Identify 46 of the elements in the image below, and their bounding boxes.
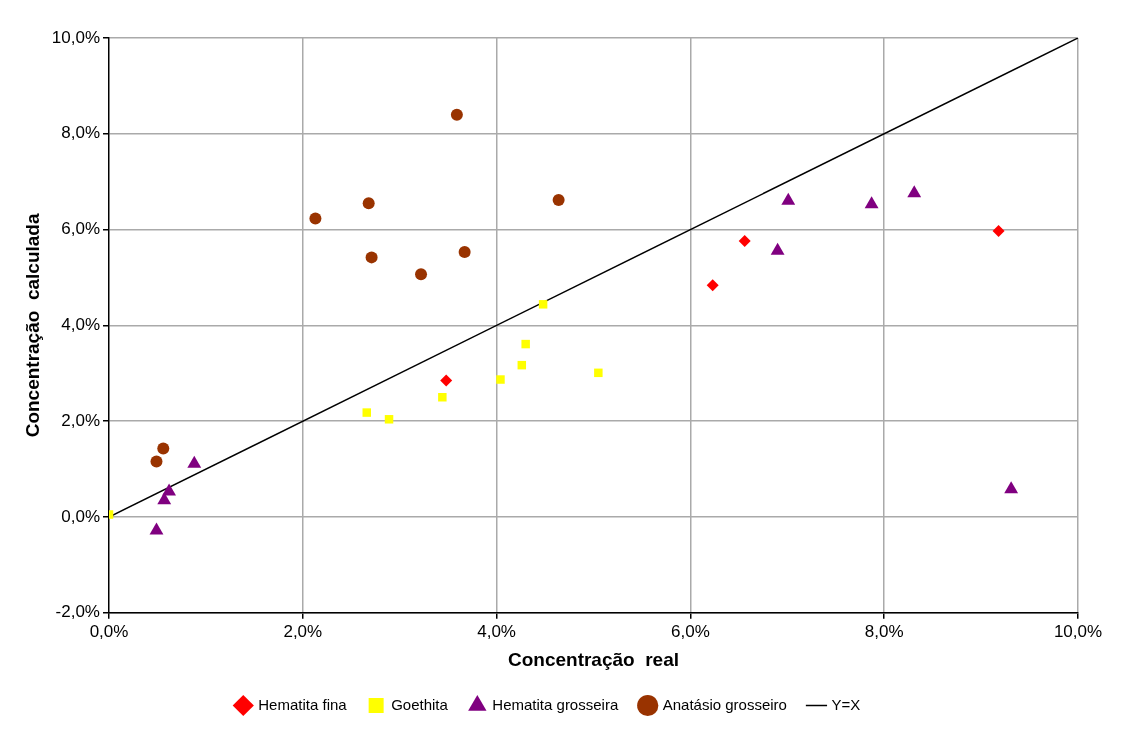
point [907, 185, 922, 198]
point [415, 268, 428, 281]
point [384, 415, 394, 424]
point [864, 196, 879, 209]
x-tick-label: 6,0% [671, 621, 710, 641]
point [450, 108, 463, 121]
point [362, 408, 371, 417]
y-tick-label: 2,0% [61, 410, 100, 430]
point [157, 442, 170, 455]
x-axis-title: Concentração real [507, 648, 680, 670]
point [458, 246, 471, 259]
y-tick-label: 4,0% [61, 315, 100, 335]
point [187, 455, 202, 468]
point [438, 393, 447, 402]
x-tick-label: 2,0% [283, 621, 323, 641]
point [362, 197, 375, 210]
point [521, 339, 530, 349]
point [552, 193, 565, 206]
legend-label: Y=X [831, 695, 861, 713]
point [150, 455, 163, 468]
legend-label: Goethita [391, 695, 449, 713]
point [594, 368, 603, 378]
legend-label: Hematita fina [258, 695, 348, 713]
point [738, 235, 751, 248]
point [1004, 481, 1019, 494]
x-tick-label: 4,0% [477, 621, 516, 641]
legend-label: Anatásio grosseiro [662, 695, 787, 713]
point [706, 279, 719, 292]
point [149, 522, 164, 535]
point [496, 375, 505, 384]
x-tick-label: 8,0% [864, 621, 904, 641]
y-tick-label: 0,0% [61, 506, 100, 526]
x-tick-label: 10,0% [1053, 621, 1103, 641]
point [365, 251, 378, 264]
point [162, 483, 177, 496]
y-tick-label: 6,0% [61, 219, 100, 239]
point [440, 374, 453, 387]
y-axis-title: Concentração calculada [21, 213, 43, 438]
y-tick-label: 10,0% [51, 27, 100, 47]
y-tick-label: -2,0% [55, 602, 100, 622]
legend-label: Hematita grosseira [492, 695, 619, 713]
x-tick-label: 0,0% [89, 621, 129, 641]
y-tick-label: 8,0% [61, 123, 100, 143]
point [992, 225, 1005, 238]
point [538, 300, 548, 309]
point [309, 212, 322, 225]
